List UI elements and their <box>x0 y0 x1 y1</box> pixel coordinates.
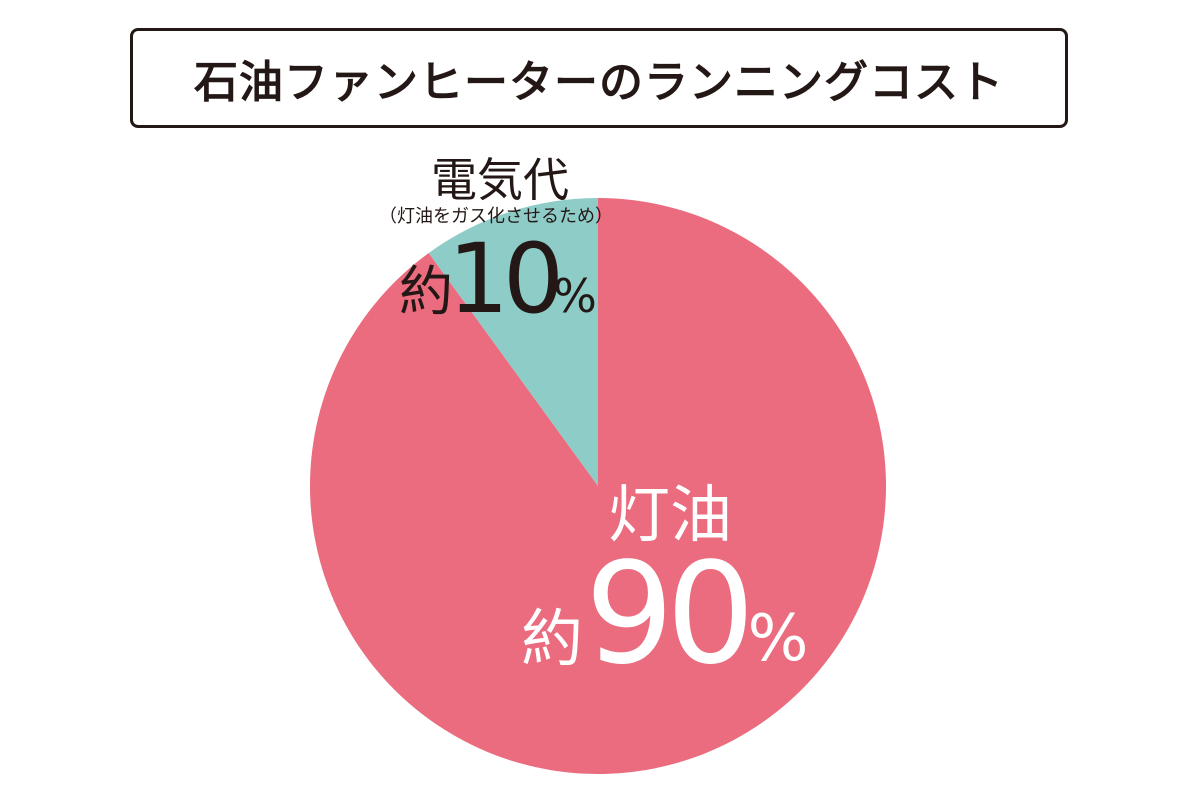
slice-unit-kerosene: % <box>748 602 809 676</box>
chart-title-box: 石油ファンヒーターのランニングコスト <box>130 28 1068 128</box>
pie-slice-electricity <box>428 198 598 486</box>
chart-title: 石油ファンヒーターのランニングコスト <box>194 57 1004 108</box>
slice-note-electricity: （灯油をガス化させるため） <box>379 206 613 227</box>
slice-label-kerosene: 灯油 <box>608 478 732 551</box>
slice-prefix-electricity: 約 <box>399 260 453 323</box>
slice-value-electricity: 10 <box>448 223 558 335</box>
pie-slices <box>309 198 886 774</box>
slice-unit-electricity: % <box>553 269 597 323</box>
slice-label-electricity: 電気代 <box>431 153 569 207</box>
slice-prefix-kerosene: 約 <box>521 602 583 675</box>
slice-value-kerosene: 90 <box>585 533 747 696</box>
